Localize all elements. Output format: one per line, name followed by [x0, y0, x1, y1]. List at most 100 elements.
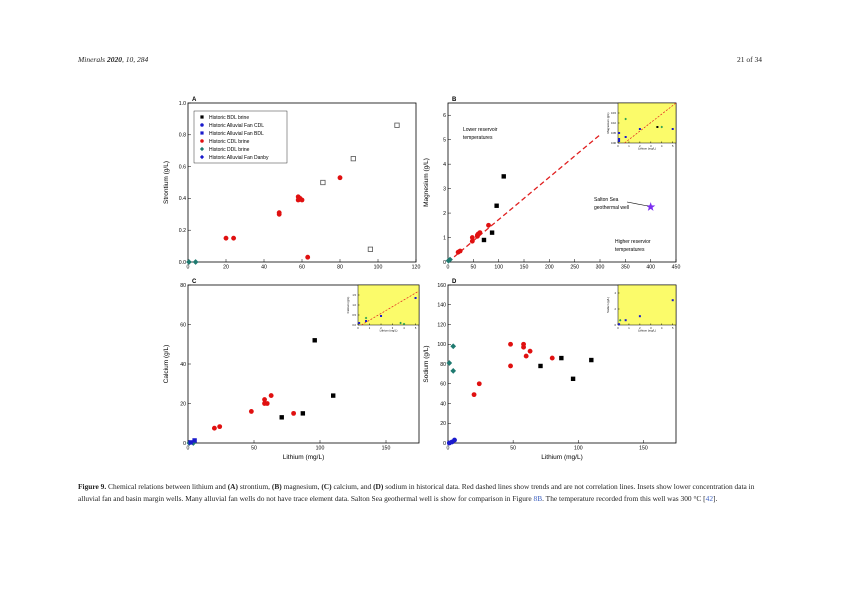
data-point [450, 343, 457, 350]
data-point [494, 203, 499, 208]
caption-text: calcium, and [331, 482, 374, 491]
data-point [262, 397, 267, 402]
y-tick-label: 0.05 [611, 131, 617, 135]
x-tick-label: 50 [470, 265, 476, 271]
data-point [486, 222, 491, 228]
data-point [481, 237, 487, 243]
y-tick-label: 0 [443, 260, 446, 266]
data-point [364, 316, 368, 320]
data-point [508, 341, 513, 347]
data-point [538, 363, 543, 369]
legend-item: Historic CDL brine [200, 139, 250, 145]
citation-link[interactable]: 42 [705, 494, 714, 504]
x-tick-label: 1 [369, 326, 371, 330]
figure-link[interactable]: 8B [533, 494, 543, 504]
x-tick-label: 40 [261, 265, 267, 271]
x-tick-label: 350 [621, 265, 630, 271]
x-tick-label: 0 [357, 326, 359, 330]
data-point [394, 122, 400, 128]
y-tick-label: 2 [615, 307, 617, 311]
annotation-higher-reservoir: Higher reservior [615, 239, 651, 245]
trend-line [361, 290, 420, 326]
data-point [638, 128, 641, 130]
data-point [589, 357, 594, 363]
y-tick-label: 60 [180, 322, 186, 328]
x-tick-label: 0 [617, 326, 619, 330]
data-point [217, 424, 223, 430]
legend-item: Historic BDL brine [200, 115, 249, 121]
y-tick-label: 1 [443, 235, 446, 241]
x-tick-label: 2 [380, 326, 382, 330]
data-point [350, 156, 356, 162]
annotation-salton-sea: Salton Sea [594, 197, 619, 203]
legend-label: Historic BDL brine [209, 115, 249, 121]
legend-box [193, 110, 288, 164]
panel-letter: A [192, 97, 197, 103]
legend-label: Historic Alluvial Fan BDL [209, 131, 264, 137]
panel-letter: B [452, 97, 457, 103]
x-tick-label: 0 [447, 265, 450, 271]
x-tick-label: 1 [628, 144, 630, 148]
data-point [527, 348, 533, 354]
x-tick-label: 150 [520, 265, 529, 271]
data-point [337, 175, 343, 181]
y-tick-label: 100 [437, 342, 446, 348]
y-axis-label: Sodium (g/L) [423, 345, 430, 382]
y-tick-label: 0 [443, 441, 446, 447]
y-axis-label: Strontium (g/L) [163, 161, 170, 204]
y-axis-label: Sodium (g/L) [606, 297, 610, 313]
y-tick-label: 120 [437, 322, 446, 328]
data-point [508, 363, 513, 369]
y-tick-label: 1.5 [352, 293, 356, 297]
page-number: 21 of 34 [737, 55, 762, 64]
x-tick-label: 3 [650, 144, 652, 148]
data-point [618, 132, 621, 134]
data-point [660, 125, 664, 129]
data-point [469, 238, 475, 244]
x-tick-label: 60 [299, 265, 305, 271]
caption-d: (D) [373, 482, 384, 491]
y-tick-label: 4 [443, 162, 446, 168]
data-point [489, 230, 495, 235]
journal-name: Minerals [78, 55, 106, 64]
x-tick-label: 150 [382, 446, 391, 452]
data-point [312, 338, 317, 343]
x-tick-label: 4 [661, 144, 663, 148]
data-point [469, 235, 475, 240]
legend-label: Historic Alluvial Fan CDL [209, 123, 264, 129]
data-point [399, 321, 402, 325]
y-tick-label: 0.2 [179, 228, 186, 234]
caption-text: sodium in historical data. Red dashed li… [78, 482, 755, 504]
data-point [447, 256, 453, 263]
y-tick-label: 0.0 [179, 260, 186, 266]
x-tick-label: 200 [545, 265, 554, 271]
x-tick-label: 80 [337, 265, 343, 271]
y-tick-label: 0.00 [611, 141, 617, 145]
x-tick-label: 100 [316, 446, 325, 452]
data-point [671, 128, 674, 130]
x-tick-label: 3 [392, 326, 394, 330]
journal-volume: 10 [125, 55, 134, 64]
data-point [624, 117, 627, 121]
x-tick-label: 100 [374, 265, 383, 271]
data-point [300, 411, 306, 416]
annotation-pointer [626, 201, 649, 207]
plot-frame [617, 102, 677, 144]
data-point [211, 425, 217, 431]
data-point [358, 322, 361, 324]
data-point [452, 437, 457, 443]
data-point [501, 174, 506, 179]
x-tick-label: 2 [639, 144, 641, 148]
data-point [192, 259, 199, 265]
data-point [618, 323, 621, 326]
data-point [186, 259, 192, 265]
y-tick-label: 0.8 [179, 133, 186, 139]
legend-label: Historic DDL brine [209, 147, 250, 153]
y-tick-label: 0.6 [179, 164, 186, 170]
data-point [656, 126, 659, 128]
x-tick-label: 50 [510, 446, 516, 452]
inset-undefined: 0 1 2 3 4 5 0.00 0.05 0.10 0.15 Lithium (mg/L) Magn… [606, 102, 677, 151]
x-tick-label: 5 [415, 326, 417, 330]
data-point [320, 179, 326, 186]
